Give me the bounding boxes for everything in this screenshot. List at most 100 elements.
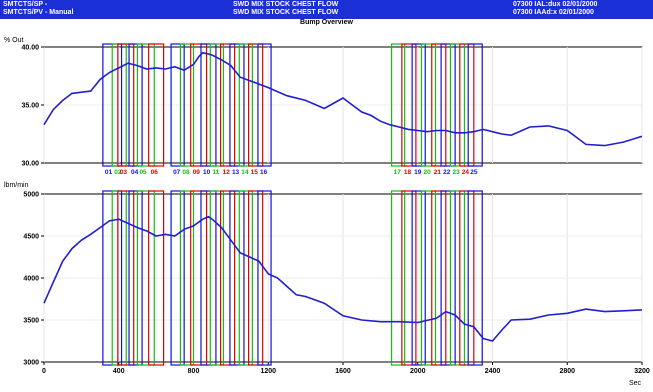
bump-rect-bottom xyxy=(219,190,236,366)
bump-label: 14 xyxy=(241,169,249,176)
bump-rect-bottom xyxy=(467,190,483,366)
bump-rect-top xyxy=(440,43,456,167)
bump-rect-bottom xyxy=(128,190,143,366)
top-plot-ylabel: % Out xyxy=(4,37,24,44)
bump-rect-bottom xyxy=(440,190,456,366)
bottom-plot-ytick-label: 4500 xyxy=(23,234,39,241)
bump-rect-bottom xyxy=(117,190,135,366)
bump-label: 24 xyxy=(462,169,470,176)
top-plot-ytick-label: 30.00 xyxy=(21,161,39,168)
bump-rect-top xyxy=(390,43,406,167)
bump-label: 04 xyxy=(131,169,139,176)
bump-rect-bottom xyxy=(459,190,475,366)
bump-rect-top xyxy=(449,43,466,167)
header-right-line2: 07300 IAAd:x 02/01/2000 xyxy=(513,9,594,16)
bump-rect-bottom xyxy=(238,190,253,366)
bump-rect-top xyxy=(229,43,245,167)
bump-label: 19 xyxy=(414,169,422,176)
bump-label: 09 xyxy=(193,169,201,176)
bump-label: 11 xyxy=(212,169,219,176)
x-axis-label: Sec xyxy=(629,380,642,387)
bump-rect-top xyxy=(128,43,143,167)
bump-rect-bottom xyxy=(411,190,426,366)
bump-rect-top xyxy=(459,43,475,167)
bottom-plot-ytick-label: 3500 xyxy=(23,318,39,325)
x-tick-label: 3200 xyxy=(634,368,650,375)
bottom-plot-series-line xyxy=(43,215,643,342)
bump-rect-bottom xyxy=(257,190,272,366)
bump-label: 23 xyxy=(452,169,460,176)
bump-rect-top xyxy=(117,43,135,167)
chart-title: Bump Overview xyxy=(300,19,353,26)
bump-label: 01 xyxy=(105,169,113,176)
bump-rect-bottom xyxy=(431,190,447,366)
bottom-plot-ytick-label: 5000 xyxy=(23,192,39,199)
bump-rect-bottom xyxy=(170,190,185,366)
bump-label: 07 xyxy=(173,169,181,176)
bump-rect-bottom xyxy=(179,190,195,366)
bump-rect-top xyxy=(248,43,264,167)
bump-label: 22 xyxy=(443,169,451,176)
x-tick-label: 1200 xyxy=(260,368,276,375)
bump-rect-top xyxy=(179,43,195,167)
bump-rect-bottom xyxy=(136,190,155,366)
bottom-plot-ytick-label: 4000 xyxy=(23,276,39,283)
header-right-line1: 07300 IAL:dux 02/01/2000 xyxy=(513,1,598,8)
bump-rect-top xyxy=(200,43,217,167)
bump-label: 17 xyxy=(394,169,402,176)
x-tick-label: 1600 xyxy=(335,368,351,375)
bump-rect-bottom xyxy=(401,190,417,366)
top-plot-series-line xyxy=(43,51,643,147)
x-tick-label: 400 xyxy=(113,368,125,375)
header-left-line2: SMTCTS/PV - Manual xyxy=(3,9,74,16)
bump-label: 10 xyxy=(203,169,211,176)
x-tick-label: 2400 xyxy=(485,368,501,375)
bump-label: 08 xyxy=(182,169,190,176)
bump-rect-top xyxy=(420,43,437,167)
top-plot-ytick-label: 35.00 xyxy=(21,103,39,110)
bump-rect-top xyxy=(431,43,447,167)
bump-label: 03 xyxy=(120,169,128,176)
bump-rect-top xyxy=(209,43,225,167)
bump-rect-bottom xyxy=(200,190,217,366)
bump-rect-top xyxy=(467,43,483,167)
bump-label: 15 xyxy=(251,169,259,176)
x-tick-label: 2800 xyxy=(559,368,575,375)
bump-rect-top xyxy=(219,43,236,167)
bump-rect-top xyxy=(136,43,155,167)
header-left-line1: SMTCTS/SP - xyxy=(3,1,48,8)
bump-rect-top xyxy=(190,43,208,167)
bump-label: 21 xyxy=(434,169,442,176)
bump-label: 16 xyxy=(260,169,268,176)
bump-label: 13 xyxy=(232,169,240,176)
top-plot-ytick-label: 40.00 xyxy=(21,45,39,52)
bump-rect-top xyxy=(401,43,417,167)
bump-rect-top xyxy=(170,43,185,167)
bump-rect-bottom xyxy=(148,190,165,366)
header-center-line2: SWD MIX STOCK CHEST FLOW xyxy=(233,9,339,16)
bump-label: 02 xyxy=(114,169,122,176)
bump-label: 25 xyxy=(470,169,478,176)
bump-label: 12 xyxy=(223,169,231,176)
bump-rect-top xyxy=(238,43,253,167)
bottom-plot-ylabel: lbm/min xyxy=(4,182,29,189)
bump-rect-bottom xyxy=(209,190,225,366)
bump-rect-bottom xyxy=(449,190,466,366)
bump-label: 18 xyxy=(404,169,412,176)
bottom-plot-ytick-label: 3000 xyxy=(23,360,39,367)
bump-rect-top xyxy=(411,43,426,167)
bump-label: 05 xyxy=(139,169,147,176)
bump-rect-bottom xyxy=(190,190,208,366)
bump-rect-bottom xyxy=(248,190,264,366)
bump-label: 06 xyxy=(151,169,159,176)
bump-label: 20 xyxy=(423,169,431,176)
x-tick-label: 800 xyxy=(188,368,200,375)
bump-rect-bottom xyxy=(420,190,437,366)
bump-rect-top xyxy=(148,43,165,167)
trend-header-bar: SMTCTS/SP - SMTCTS/PV - Manual SWD MIX S… xyxy=(0,0,653,19)
header-center-line1: SWD MIX STOCK CHEST FLOW xyxy=(233,1,339,8)
bump-rect-top xyxy=(257,43,272,167)
